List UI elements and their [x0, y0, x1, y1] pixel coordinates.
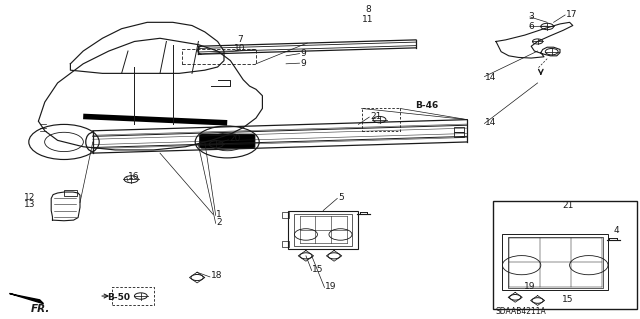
- Text: 18: 18: [211, 271, 223, 280]
- Text: 8: 8: [365, 5, 371, 14]
- Text: 9: 9: [301, 49, 307, 58]
- Bar: [454, 127, 464, 132]
- Bar: [282, 241, 289, 247]
- Bar: [454, 131, 464, 137]
- Text: SDAAB4211A: SDAAB4211A: [496, 308, 547, 316]
- Text: FR.: FR.: [31, 304, 50, 314]
- Text: 7: 7: [237, 35, 243, 44]
- Text: B-46: B-46: [415, 101, 438, 110]
- Text: 14: 14: [485, 118, 497, 127]
- Bar: [502, 234, 608, 290]
- Text: 2: 2: [216, 218, 222, 227]
- Text: 5: 5: [338, 193, 344, 202]
- Text: 15: 15: [312, 265, 324, 274]
- Text: 1: 1: [216, 210, 222, 219]
- Bar: [282, 212, 289, 218]
- Text: 13: 13: [24, 200, 36, 209]
- Text: 11: 11: [362, 15, 374, 24]
- Bar: [288, 211, 358, 249]
- Text: 14: 14: [485, 73, 497, 82]
- Text: B-50: B-50: [108, 293, 131, 302]
- Bar: [64, 190, 77, 196]
- Text: 3: 3: [529, 12, 534, 21]
- Text: 10: 10: [234, 44, 246, 53]
- Text: 4: 4: [613, 226, 619, 235]
- Text: 16: 16: [128, 172, 140, 181]
- Text: 21: 21: [370, 112, 381, 121]
- Text: 19: 19: [325, 282, 337, 291]
- Text: 21: 21: [562, 201, 573, 210]
- Bar: [294, 214, 352, 246]
- Text: 6: 6: [529, 22, 534, 31]
- Text: 12: 12: [24, 193, 36, 202]
- Text: 9: 9: [301, 59, 307, 68]
- Text: 20: 20: [229, 134, 241, 143]
- Text: 15: 15: [562, 295, 573, 304]
- Text: 19: 19: [524, 282, 535, 291]
- FancyBboxPatch shape: [200, 134, 255, 148]
- Bar: [493, 201, 637, 309]
- Text: 17: 17: [566, 10, 578, 19]
- Bar: [508, 237, 603, 288]
- Polygon shape: [10, 293, 44, 304]
